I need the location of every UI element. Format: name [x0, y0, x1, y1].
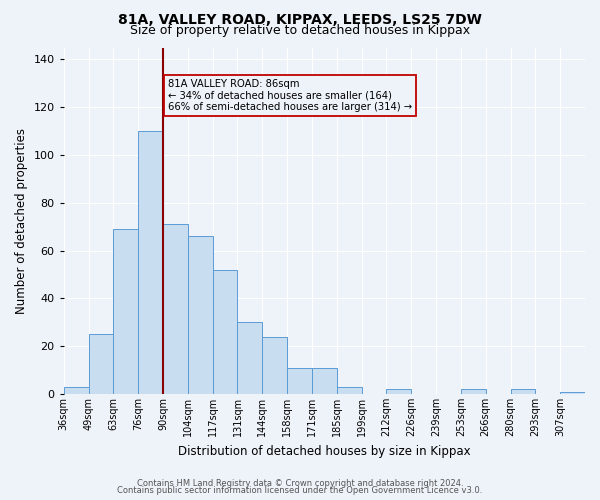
Y-axis label: Number of detached properties: Number of detached properties: [15, 128, 28, 314]
Bar: [138, 131, 163, 394]
Text: Contains HM Land Registry data © Crown copyright and database right 2024.: Contains HM Land Registry data © Crown c…: [137, 478, 463, 488]
Bar: [238, 322, 262, 394]
Text: 81A, VALLEY ROAD, KIPPAX, LEEDS, LS25 7DW: 81A, VALLEY ROAD, KIPPAX, LEEDS, LS25 7D…: [118, 12, 482, 26]
Bar: [163, 224, 188, 394]
Bar: [212, 270, 238, 394]
Bar: [262, 336, 287, 394]
Bar: [287, 368, 312, 394]
Bar: [461, 389, 486, 394]
Bar: [312, 368, 337, 394]
Bar: [560, 392, 585, 394]
Bar: [386, 389, 411, 394]
Bar: [89, 334, 113, 394]
Text: Contains public sector information licensed under the Open Government Licence v3: Contains public sector information licen…: [118, 486, 482, 495]
Bar: [511, 389, 535, 394]
Bar: [337, 387, 362, 394]
Text: Size of property relative to detached houses in Kippax: Size of property relative to detached ho…: [130, 24, 470, 37]
Bar: [113, 229, 138, 394]
Text: 81A VALLEY ROAD: 86sqm
← 34% of detached houses are smaller (164)
66% of semi-de: 81A VALLEY ROAD: 86sqm ← 34% of detached…: [168, 78, 412, 112]
Bar: [188, 236, 212, 394]
Bar: [64, 387, 89, 394]
X-axis label: Distribution of detached houses by size in Kippax: Distribution of detached houses by size …: [178, 444, 470, 458]
